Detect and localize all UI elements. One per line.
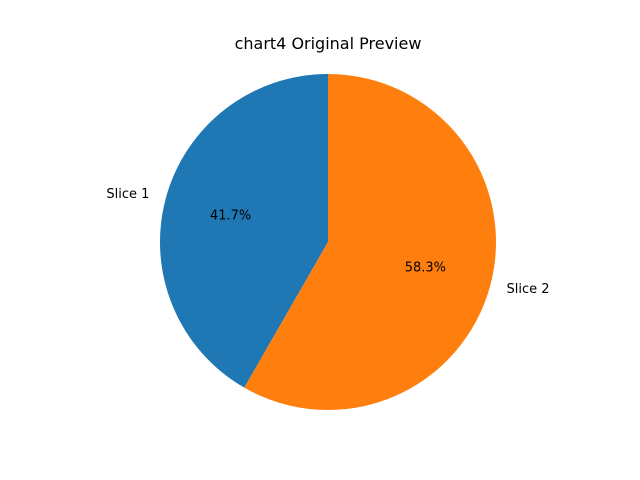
- slice-label-1: Slice 1: [106, 187, 149, 202]
- slice-percent-2: 58.3%: [405, 260, 446, 275]
- pie-slice-2: [244, 74, 496, 410]
- pie-slice-1: [159, 74, 328, 388]
- pie-slices: [159, 74, 496, 410]
- chart-title: chart4 Original Preview: [235, 34, 422, 53]
- pie-labels: Slice 1 41.7% Slice 2 58.3%: [106, 187, 549, 297]
- slice-percent-1: 41.7%: [210, 209, 251, 224]
- slice-label-2: Slice 2: [507, 282, 550, 297]
